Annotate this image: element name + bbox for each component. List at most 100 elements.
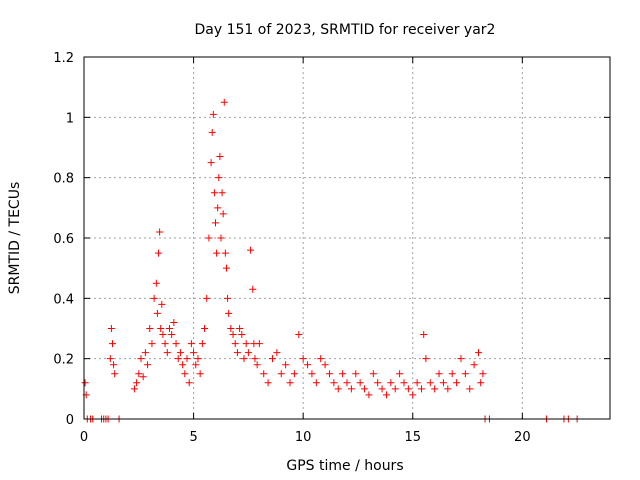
data-point — [190, 349, 198, 357]
data-point — [133, 379, 141, 387]
y-tick-label: 0 — [66, 413, 74, 428]
data-point — [334, 385, 342, 393]
data-point — [277, 370, 285, 378]
data-point — [299, 355, 307, 363]
data-points — [81, 98, 581, 423]
data-point — [218, 189, 226, 197]
data-point — [282, 361, 290, 369]
data-point — [179, 361, 187, 369]
data-point — [317, 355, 325, 363]
data-point — [400, 379, 408, 387]
data-point — [106, 355, 114, 363]
data-point — [273, 349, 281, 357]
data-point — [365, 391, 373, 399]
data-point — [347, 385, 355, 393]
data-point — [217, 234, 225, 242]
data-point — [308, 370, 316, 378]
data-point — [108, 340, 116, 348]
data-point — [426, 379, 434, 387]
data-point — [229, 331, 237, 339]
data-point — [233, 349, 241, 357]
data-point — [431, 385, 439, 393]
y-tick-label: 1 — [66, 111, 74, 126]
data-point — [111, 370, 119, 378]
axis-ticks — [83, 56, 610, 420]
data-point — [378, 385, 386, 393]
data-point — [352, 370, 360, 378]
x-tick-label: 10 — [295, 430, 312, 445]
data-point — [435, 370, 443, 378]
data-point — [418, 385, 426, 393]
data-point — [150, 294, 158, 302]
data-point — [185, 379, 193, 387]
data-point — [225, 309, 233, 317]
y-axis-label: SRMTID / TECUs — [7, 182, 23, 295]
y-tick-label: 0.4 — [53, 292, 74, 307]
data-point — [295, 331, 303, 339]
data-point — [208, 128, 216, 136]
data-point — [242, 340, 250, 348]
data-point — [240, 355, 248, 363]
data-point — [253, 361, 261, 369]
data-point — [174, 355, 182, 363]
data-point — [207, 159, 215, 167]
data-point — [152, 279, 160, 287]
data-point — [413, 379, 421, 387]
data-point — [137, 355, 145, 363]
data-point — [155, 249, 163, 257]
data-point — [110, 361, 118, 369]
data-point — [148, 340, 156, 348]
data-point — [448, 370, 456, 378]
y-tick-labels: 0 0.2 0.4 0.6 0.8 1 1.2 — [53, 51, 74, 428]
data-point — [382, 391, 390, 399]
data-point — [477, 379, 485, 387]
data-point — [475, 349, 482, 357]
data-point — [231, 340, 239, 348]
data-point — [420, 331, 428, 339]
data-point — [391, 385, 399, 393]
data-point — [172, 340, 180, 348]
data-point — [216, 153, 224, 161]
data-point — [404, 385, 412, 393]
data-point — [251, 355, 259, 363]
data-point — [249, 285, 257, 293]
x-tick-label: 20 — [514, 430, 531, 445]
data-point — [183, 355, 191, 363]
chart-title: Day 151 of 2023, SRMTID for receiver yar… — [195, 22, 496, 38]
data-point — [330, 379, 338, 387]
data-point — [321, 361, 329, 369]
data-point — [209, 110, 217, 118]
data-point — [146, 325, 154, 332]
x-tick-labels: 0 5 10 15 20 — [80, 430, 531, 445]
data-point — [194, 355, 202, 363]
x-tick-label: 5 — [189, 430, 197, 445]
data-point — [244, 349, 252, 357]
data-point — [198, 340, 206, 348]
data-point — [461, 370, 469, 378]
x-tick-label: 0 — [80, 430, 88, 445]
y-tick-label: 1.2 — [53, 51, 74, 66]
data-point — [153, 309, 161, 317]
data-point — [130, 385, 138, 393]
data-point — [286, 379, 294, 387]
data-point — [187, 340, 195, 348]
data-point — [135, 370, 143, 378]
data-point — [165, 325, 173, 332]
data-point — [325, 370, 333, 378]
data-point — [156, 228, 164, 236]
grid-lines — [84, 57, 610, 419]
data-point — [409, 391, 417, 399]
data-point — [168, 331, 176, 339]
data-point — [170, 318, 178, 326]
data-point — [361, 385, 369, 393]
data-point — [343, 379, 351, 387]
data-point — [192, 361, 200, 369]
data-point — [141, 349, 149, 357]
data-point — [222, 264, 230, 272]
data-point — [158, 300, 166, 308]
data-point — [466, 385, 474, 393]
data-point — [470, 361, 478, 369]
data-point — [161, 340, 169, 348]
data-point — [203, 294, 211, 302]
data-point — [304, 361, 312, 369]
